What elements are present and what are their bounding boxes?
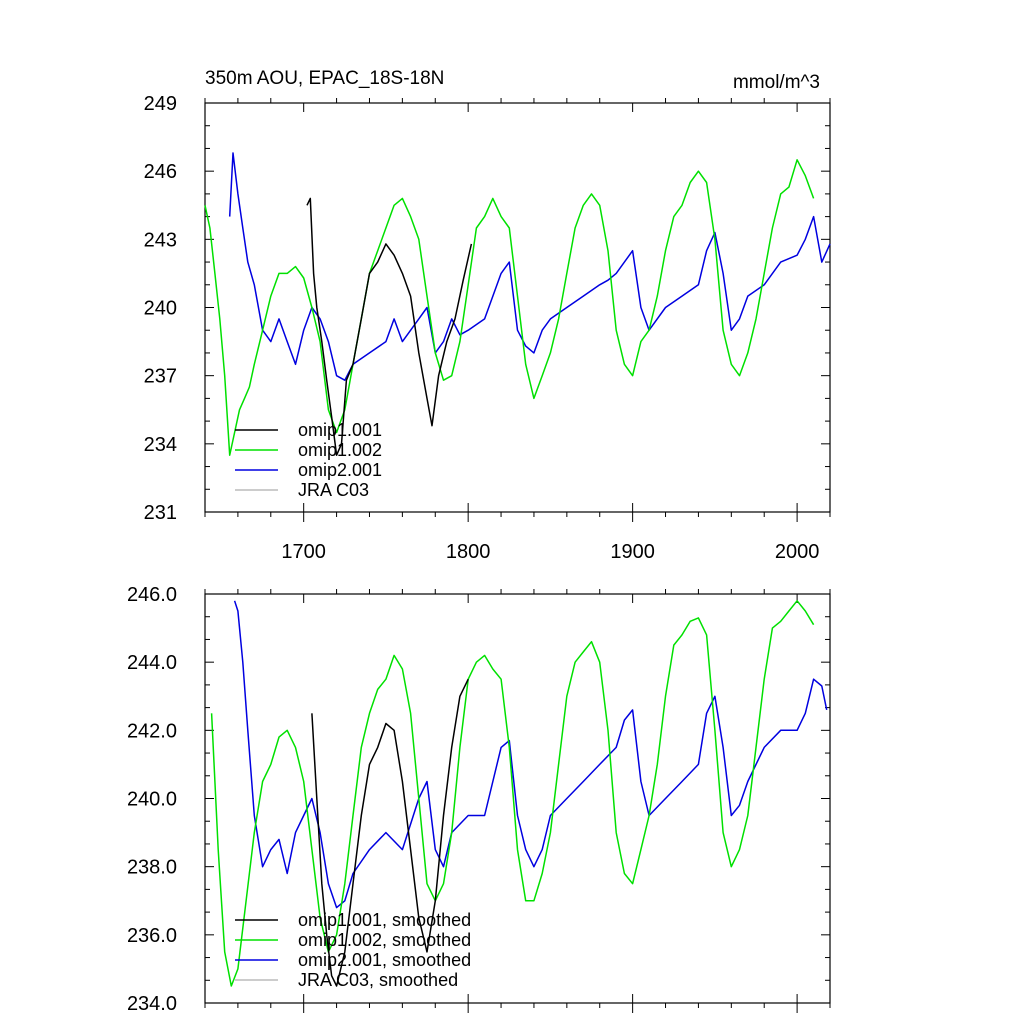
- top-ytick-label: 231: [144, 502, 177, 524]
- top-title: 350m AOU, EPAC_18S-18N: [205, 68, 444, 89]
- top-panel: 350m AOU, EPAC_18S-18N mmol/m^3 1700 1800…: [144, 68, 831, 563]
- top-units: mmol/m^3: [733, 72, 820, 93]
- top-ytick-label: 249: [144, 93, 177, 115]
- top-legend-label: omip1.001: [298, 420, 382, 440]
- bottom-ytick-label: 240.0: [127, 789, 177, 811]
- bottom-lines: [210, 600, 828, 987]
- top-xtick-label: 1900: [610, 541, 655, 563]
- bottom-series-line-2: [233, 600, 828, 909]
- bottom-legend-label: omip1.001, smoothed: [298, 910, 471, 930]
- bottom-ticks: 234.0 236.0 238.0 240.0 242.0 244.0 246.0: [127, 584, 831, 1015]
- top-xtick-label: 2000: [775, 541, 820, 563]
- bottom-ytick-label: 244.0: [127, 652, 177, 674]
- top-series-line-1: [204, 159, 815, 456]
- top-ytick-label: 246: [144, 161, 177, 183]
- bottom-ytick-label: 234.0: [127, 993, 177, 1015]
- top-legend-label: omip1.002: [298, 440, 382, 460]
- top-ytick-label: 240: [144, 298, 177, 320]
- top-ytick-label: 234: [144, 434, 177, 456]
- bottom-ytick-label: 246.0: [127, 584, 177, 606]
- bottom-ytick-label: 242.0: [127, 720, 177, 742]
- top-ticks: 1700 1800 1900 2000 231 234 237 240 243 246 249: [144, 93, 831, 563]
- bottom-ytick-label: 236.0: [127, 925, 177, 947]
- bottom-legend-label: omip1.002, smoothed: [298, 930, 471, 950]
- top-legend-label: omip2.001: [298, 460, 382, 480]
- bottom-panel: 234.0 236.0 238.0 240.0 242.0 244.0 246.0 omip…: [127, 584, 831, 1015]
- top-ytick-label: 237: [144, 366, 177, 388]
- bottom-ytick-label: 238.0: [127, 857, 177, 879]
- bottom-series-line-0: [311, 678, 469, 987]
- top-xtick-label: 1800: [446, 541, 491, 563]
- bottom-legend-label: omip2.001, smoothed: [298, 950, 471, 970]
- top-series-line-2: [228, 152, 831, 381]
- bottom-series-line-1: [210, 600, 815, 987]
- top-ytick-label: 243: [144, 229, 177, 251]
- bottom-legend-label: JRA C03, smoothed: [298, 970, 458, 990]
- top-series-line-0: [306, 197, 473, 456]
- top-xtick-label: 1700: [281, 541, 326, 563]
- top-lines: [204, 152, 831, 456]
- top-legend-label: JRA C03: [298, 480, 369, 500]
